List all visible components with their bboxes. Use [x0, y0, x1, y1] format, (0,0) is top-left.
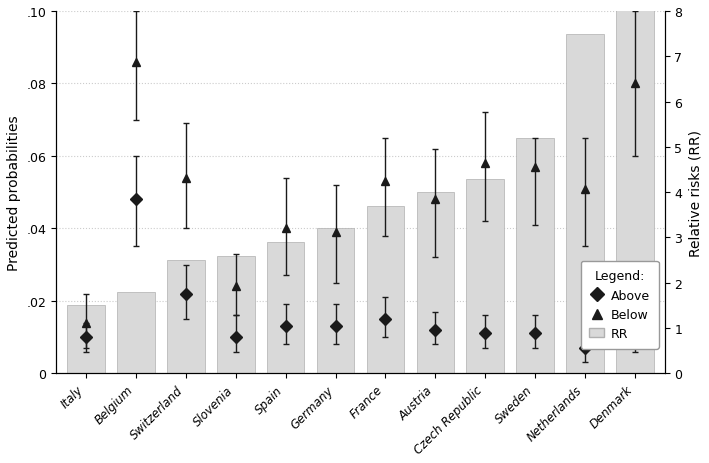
Bar: [167, 261, 205, 374]
Bar: [317, 229, 354, 374]
Bar: [67, 306, 105, 374]
Y-axis label: Relative risks (RR): Relative risks (RR): [688, 129, 702, 256]
Bar: [417, 193, 454, 374]
Bar: [267, 243, 304, 374]
Legend: Above, Below, RR: Above, Below, RR: [581, 261, 659, 349]
Bar: [516, 138, 554, 374]
Bar: [117, 292, 155, 374]
Bar: [367, 206, 404, 374]
Bar: [217, 256, 255, 374]
Bar: [616, 7, 654, 374]
Bar: [566, 35, 603, 374]
Y-axis label: Predicted probabilities: Predicted probabilities: [7, 115, 21, 270]
Bar: [467, 179, 504, 374]
